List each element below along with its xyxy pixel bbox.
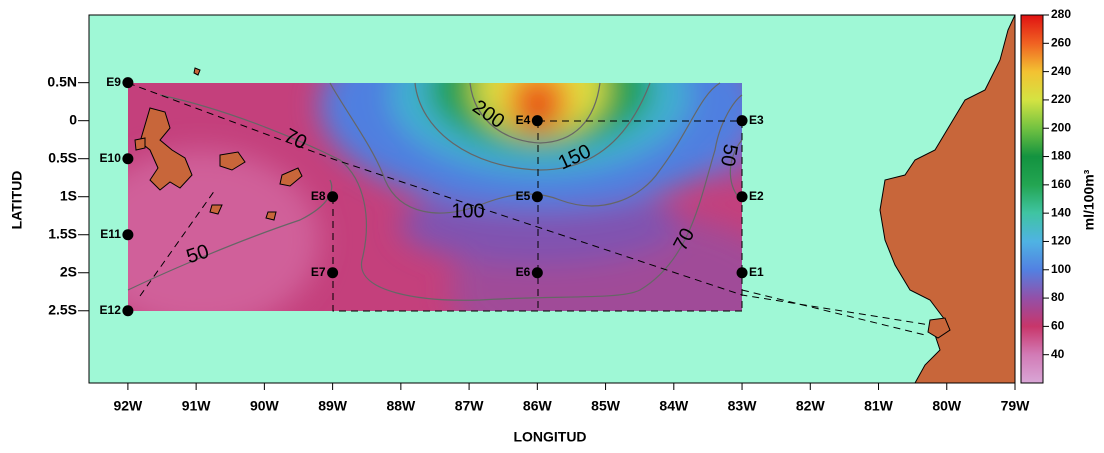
colorbar-tick-label: 40	[1051, 347, 1065, 361]
station-label: E11	[100, 227, 121, 241]
colorbar-tick-label: 180	[1051, 149, 1071, 163]
colorbar-tick-label: 60	[1051, 319, 1065, 333]
colorbar-tick-label: 80	[1051, 290, 1065, 304]
contour-label: 100	[451, 200, 484, 222]
x-tick-label: 83W	[728, 398, 758, 414]
x-tick-label: 91W	[182, 398, 212, 414]
station	[122, 77, 134, 89]
colorbar-tick-label: 140	[1051, 205, 1071, 219]
x-tick-label: 82W	[796, 398, 826, 414]
x-tick-label: 88W	[386, 398, 416, 414]
x-tick-label: 81W	[864, 398, 894, 414]
colorbar-tick-label: 260	[1051, 35, 1071, 49]
x-tick-label: 90W	[250, 398, 280, 414]
y-tick-label: 1S	[60, 187, 77, 203]
x-tick-label: 86W	[523, 398, 553, 414]
colorbar-title: ml/100m³	[1081, 169, 1097, 230]
colorbar-tick-label: 280	[1051, 7, 1071, 21]
station-label: E4	[516, 113, 531, 127]
station-label: E7	[311, 265, 326, 279]
x-tick-label: 84W	[659, 398, 689, 414]
station-label: E6	[516, 265, 531, 279]
transects	[127, 82, 931, 336]
x-tick-label: 85W	[591, 398, 621, 414]
y-tick-label: 0.5S	[48, 149, 77, 165]
x-tick-label: 87W	[455, 398, 485, 414]
frame	[88, 14, 1016, 384]
station	[122, 153, 134, 165]
y-tick-label: 1.5S	[48, 225, 77, 241]
contours	[127, 82, 743, 301]
station-label: E12	[100, 303, 122, 317]
colorbar-tick-label: 160	[1051, 177, 1071, 191]
station	[327, 191, 339, 203]
y-tick-label: 0.5N	[47, 73, 77, 89]
colorbar-tick-label: 120	[1051, 234, 1071, 248]
colorbar-tick-label: 200	[1051, 120, 1071, 134]
station-label: E8	[311, 189, 326, 203]
colorbar-tick-label: 220	[1051, 92, 1071, 106]
x-axis-title: LONGITUD	[513, 429, 586, 445]
station-label: E5	[516, 189, 531, 203]
station	[122, 229, 134, 241]
station	[531, 267, 543, 279]
x-tick-label: 80W	[932, 398, 962, 414]
contour-label: 50	[716, 142, 742, 168]
colorbar-tick-label: 100	[1051, 262, 1071, 276]
y-tick-label: 2.5S	[48, 301, 77, 317]
station	[327, 267, 339, 279]
station-label: E1	[749, 265, 764, 279]
station	[736, 115, 748, 127]
x-tick-label: 92W	[113, 398, 143, 414]
station-label: E2	[749, 189, 764, 203]
x-tick-label: 89W	[318, 398, 348, 414]
colorbar-tick-label: 240	[1051, 64, 1071, 78]
station	[736, 267, 748, 279]
land	[134, 14, 1016, 384]
station-label: E10	[100, 151, 122, 165]
station	[531, 191, 543, 203]
station-label: E9	[106, 75, 121, 89]
station	[122, 305, 134, 317]
y-tick-label: 0	[69, 111, 77, 127]
y-tick-label: 2S	[60, 263, 77, 279]
station	[531, 115, 543, 127]
y-axis-title: LATITUD	[9, 171, 25, 230]
colorbar	[1020, 14, 1044, 384]
station-label: E3	[749, 113, 764, 127]
station	[736, 191, 748, 203]
x-tick-label: 79W	[1001, 398, 1031, 414]
